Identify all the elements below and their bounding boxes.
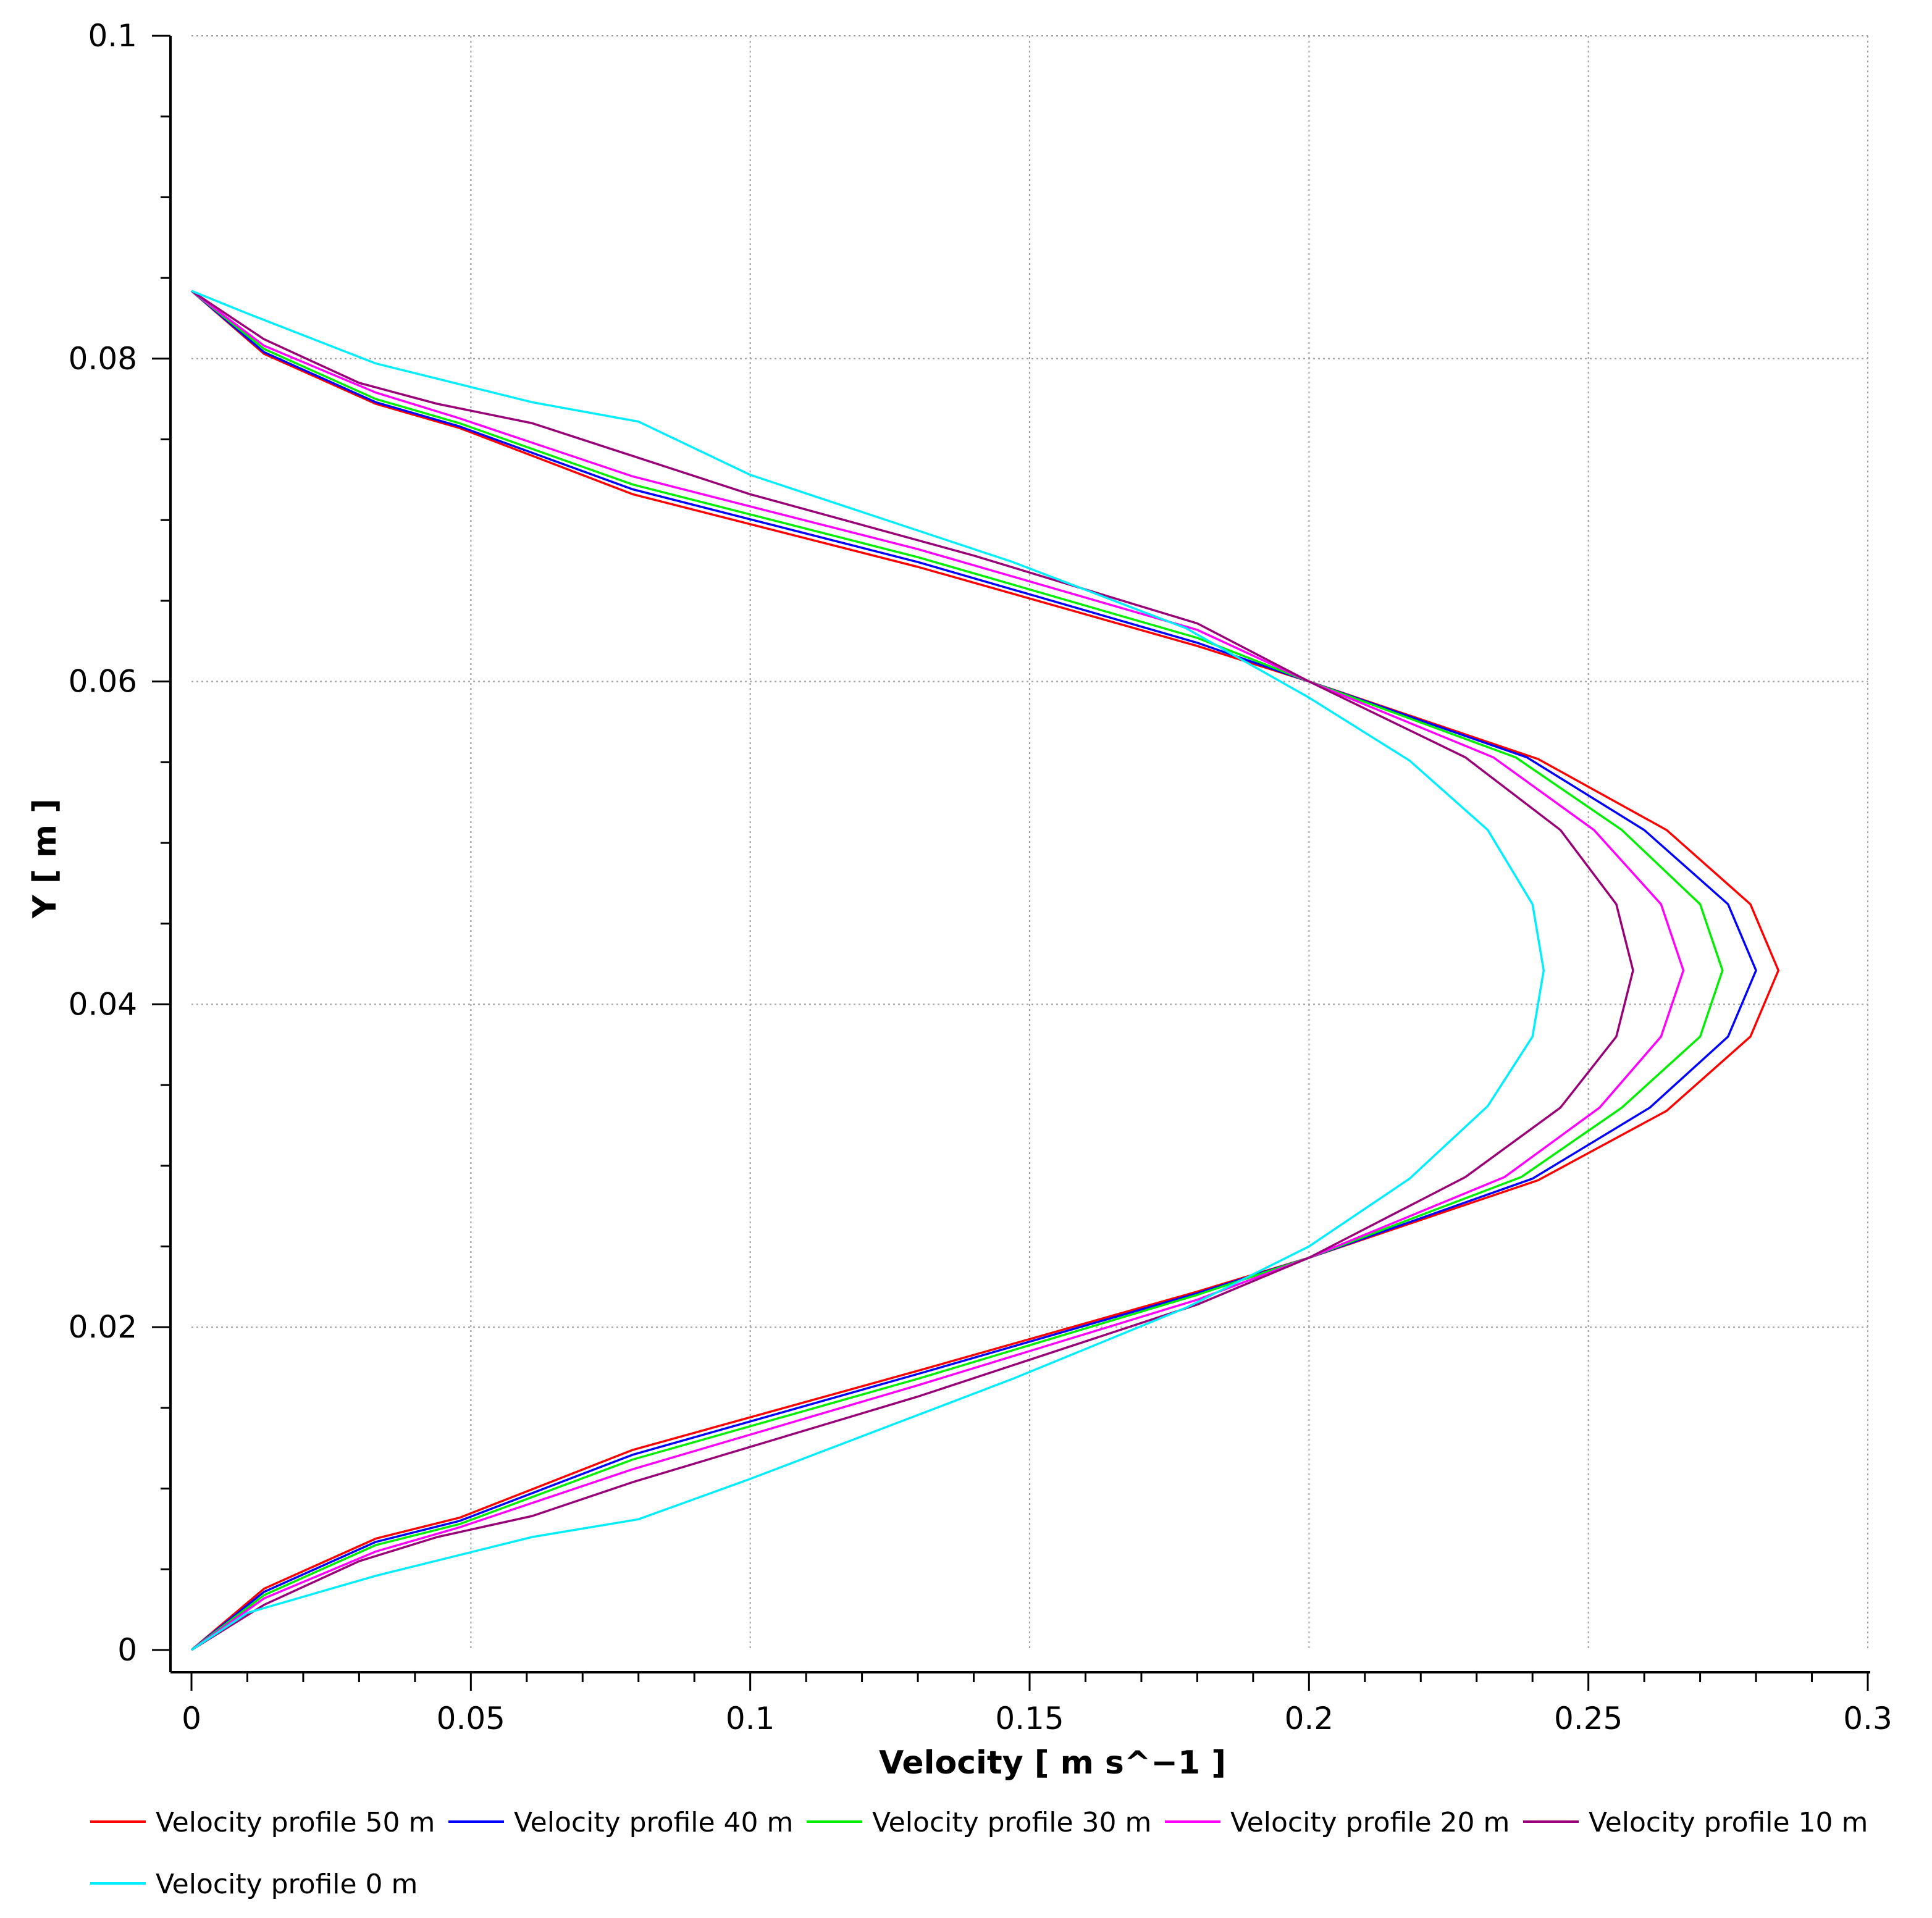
x-tick-label: 0.2 xyxy=(1285,1701,1334,1736)
x-axis-title: Velocity [ m s^−1 ] xyxy=(879,1744,1226,1782)
x-tick-labels: 0 0.05 0.1 0.15 0.2 0.25 0.3 xyxy=(182,1701,1892,1736)
legend-item: Velocity profile 40 m xyxy=(448,1807,793,1838)
series-line-2 xyxy=(190,290,1724,1651)
y-tick-label: 0.1 xyxy=(88,18,137,54)
series-line-1 xyxy=(190,290,1757,1651)
x-tick-label: 0.15 xyxy=(995,1701,1064,1736)
legend-label: Velocity profile 0 m xyxy=(156,1869,418,1900)
series-line-3 xyxy=(190,290,1685,1651)
y-tick-label: 0.02 xyxy=(69,1309,137,1345)
axes xyxy=(152,35,1870,1691)
legend-label: Velocity profile 10 m xyxy=(1589,1807,1868,1838)
series-line-0 xyxy=(190,290,1780,1651)
y-tick-label: 0 xyxy=(117,1632,137,1668)
y-tick-label: 0.06 xyxy=(69,664,137,700)
x-tick-label: 0.25 xyxy=(1554,1701,1623,1736)
x-tick-label: 0.3 xyxy=(1843,1701,1892,1736)
x-tick-label: 0.05 xyxy=(437,1701,505,1736)
x-tick-label: 0 xyxy=(182,1701,201,1736)
series-layer xyxy=(190,290,1780,1651)
legend: Velocity profile 50 m Velocity profile 40… xyxy=(90,1807,1868,1900)
y-tick-labels: 0 0.02 0.04 0.06 0.08 0.1 xyxy=(69,18,137,1668)
legend-label: Velocity profile 20 m xyxy=(1230,1807,1510,1838)
series-line-4 xyxy=(191,290,1634,1651)
y-tick-label: 0.08 xyxy=(69,341,137,377)
y-axis-title: Y [ m ] xyxy=(27,798,64,919)
legend-label: Velocity profile 30 m xyxy=(872,1807,1151,1838)
grid-lines xyxy=(191,35,1868,1650)
legend-label: Velocity profile 40 m xyxy=(514,1807,793,1838)
x-tick-label: 0.1 xyxy=(726,1701,775,1736)
legend-label: Velocity profile 50 m xyxy=(156,1807,435,1838)
series-line-5 xyxy=(191,290,1545,1651)
legend-item: Velocity profile 50 m xyxy=(90,1807,435,1838)
legend-item: Velocity profile 0 m xyxy=(90,1869,418,1900)
legend-item: Velocity profile 20 m xyxy=(1165,1807,1510,1838)
legend-item: Velocity profile 10 m xyxy=(1523,1807,1868,1838)
legend-item: Velocity profile 30 m xyxy=(807,1807,1151,1838)
y-tick-label: 0.04 xyxy=(69,986,137,1022)
